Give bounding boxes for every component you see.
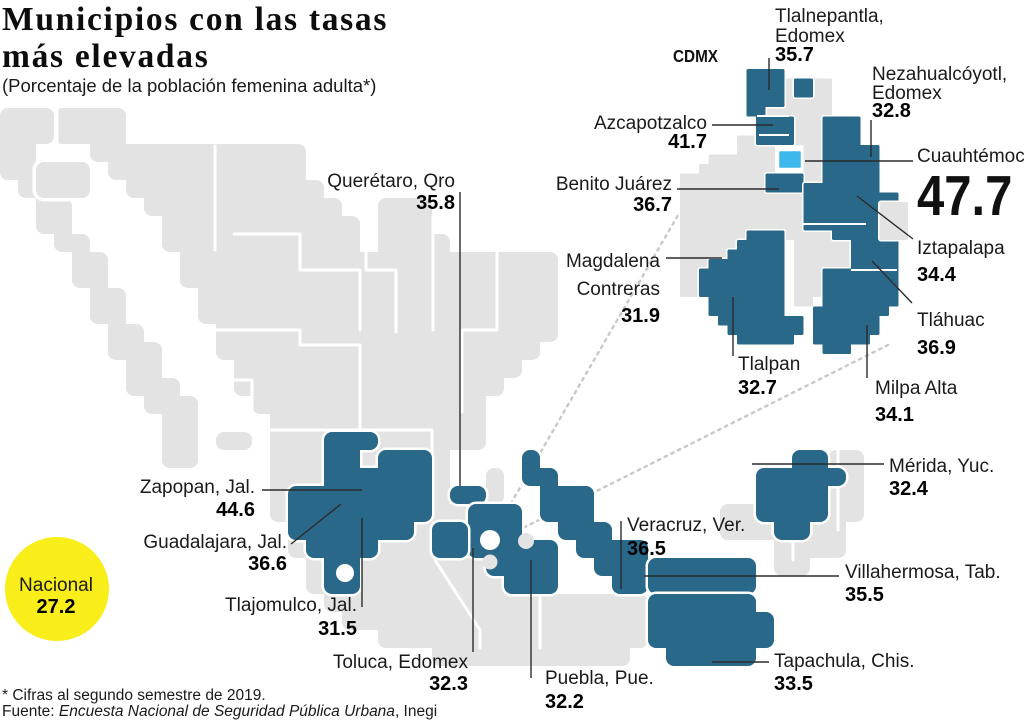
svg-text:Tapachula, Chis.: Tapachula, Chis. <box>774 651 914 672</box>
svg-text:32.8: 32.8 <box>872 100 911 122</box>
svg-text:Veracruz, Ver.: Veracruz, Ver. <box>627 515 745 536</box>
svg-text:CDMX: CDMX <box>673 46 718 66</box>
svg-text:41.7: 41.7 <box>668 131 707 153</box>
svg-text:Fuente: Encuesta Nacional de S: Fuente: Encuesta Nacional de Seguridad P… <box>2 703 437 720</box>
svg-text:Tláhuac: Tláhuac <box>917 310 985 331</box>
svg-text:33.5: 33.5 <box>774 673 813 695</box>
svg-text:Edomex: Edomex <box>872 83 942 104</box>
svg-text:36.5: 36.5 <box>627 538 666 560</box>
svg-text:32.4: 32.4 <box>889 478 929 500</box>
svg-text:Azcapotzalco: Azcapotzalco <box>594 113 707 134</box>
svg-text:(Porcentaje de la población fe: (Porcentaje de la población femenina adu… <box>2 75 376 96</box>
svg-text:36.6: 36.6 <box>248 553 287 575</box>
svg-text:Contreras: Contreras <box>577 279 660 300</box>
svg-text:Toluca, Edomex: Toluca, Edomex <box>333 652 469 673</box>
svg-text:47.7: 47.7 <box>917 165 1012 228</box>
svg-text:35.5: 35.5 <box>845 584 884 606</box>
svg-text:Iztapalapa: Iztapalapa <box>917 238 1005 259</box>
svg-text:34.1: 34.1 <box>875 404 914 426</box>
svg-text:Magdalena: Magdalena <box>566 251 660 272</box>
svg-text:31.5: 31.5 <box>318 618 357 640</box>
svg-text:Tlalnepantla,: Tlalnepantla, <box>775 6 884 27</box>
svg-text:Edomex: Edomex <box>775 26 845 47</box>
svg-text:Benito Juárez: Benito Juárez <box>556 174 672 195</box>
svg-text:Mérida, Yuc.: Mérida, Yuc. <box>889 456 994 477</box>
svg-text:31.9: 31.9 <box>621 305 660 327</box>
svg-text:35.8: 35.8 <box>416 192 455 214</box>
svg-text:36.7: 36.7 <box>633 194 672 216</box>
svg-text:32.3: 32.3 <box>429 673 468 695</box>
svg-text:Guadalajara, Jal.: Guadalajara, Jal. <box>143 532 287 553</box>
svg-text:Nacional: Nacional <box>19 575 93 596</box>
svg-text:Cuauhtémoc: Cuauhtémoc <box>917 146 1024 167</box>
svg-text:Tlalpan: Tlalpan <box>738 354 800 375</box>
svg-text:35.7: 35.7 <box>775 44 814 66</box>
svg-text:* Cifras al segundo semestre d: * Cifras al segundo semestre de 2019. <box>2 687 266 704</box>
svg-text:Municipios con las tasas: Municipios con las tasas <box>2 1 388 38</box>
svg-text:32.7: 32.7 <box>738 377 777 399</box>
svg-text:Querétaro, Qro: Querétaro, Qro <box>327 171 455 192</box>
svg-text:Zapopan, Jal.: Zapopan, Jal. <box>140 477 255 498</box>
svg-text:34.4: 34.4 <box>917 264 957 286</box>
svg-text:27.2: 27.2 <box>37 596 76 618</box>
svg-text:36.9: 36.9 <box>917 337 956 359</box>
svg-text:44.6: 44.6 <box>216 499 255 521</box>
svg-text:Nezahualcóyotl,: Nezahualcóyotl, <box>872 64 1007 85</box>
svg-text:Villahermosa, Tab.: Villahermosa, Tab. <box>845 562 1001 583</box>
svg-text:Tlajomulco, Jal.: Tlajomulco, Jal. <box>225 595 357 616</box>
svg-text:32.2: 32.2 <box>545 691 584 713</box>
svg-text:Puebla, Pue.: Puebla, Pue. <box>545 668 654 689</box>
svg-text:Milpa Alta: Milpa Alta <box>875 378 958 399</box>
svg-text:más elevadas: más elevadas <box>2 38 209 75</box>
